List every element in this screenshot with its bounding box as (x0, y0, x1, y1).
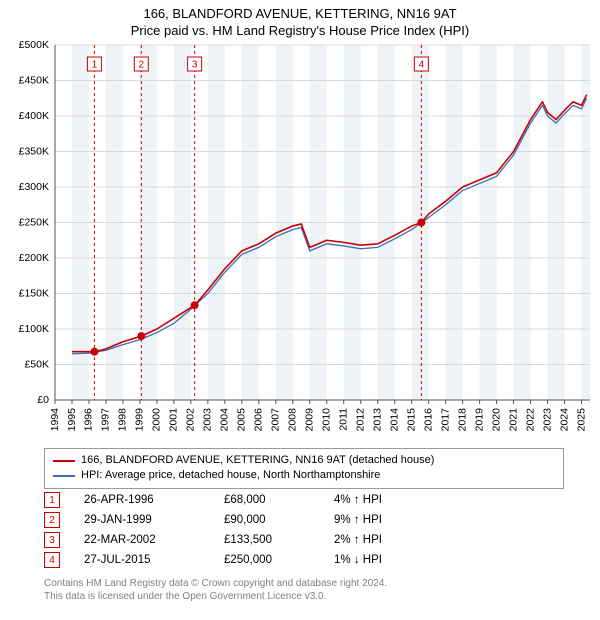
svg-text:2004: 2004 (219, 408, 231, 432)
legend-row-2: HPI: Average price, detached house, Nort… (53, 468, 555, 483)
sale-price: £68,000 (224, 494, 334, 506)
sales-row: 2 29-JAN-1999£90,0009% ↑ HPI (44, 510, 454, 530)
svg-text:£300K: £300K (19, 181, 49, 193)
legend-swatch-2 (53, 475, 75, 477)
legend-label-1: 166, BLANDFORD AVENUE, KETTERING, NN16 9… (81, 453, 434, 468)
sale-marker-box: 4 (44, 552, 60, 568)
legend-label-2: HPI: Average price, detached house, Nort… (81, 468, 380, 483)
svg-text:2001: 2001 (168, 408, 180, 432)
svg-text:£400K: £400K (19, 110, 49, 122)
svg-text:2015: 2015 (405, 408, 417, 432)
attribution-line-2: This data is licensed under the Open Gov… (44, 591, 387, 604)
svg-text:£50K: £50K (24, 359, 49, 371)
legend: 166, BLANDFORD AVENUE, KETTERING, NN16 9… (44, 448, 564, 489)
sale-price: £250,000 (224, 554, 334, 566)
svg-text:2021: 2021 (507, 408, 519, 432)
svg-text:2017: 2017 (439, 408, 451, 432)
svg-text:3: 3 (192, 60, 198, 71)
svg-text:2014: 2014 (388, 408, 400, 432)
sale-date: 29-JAN-1999 (84, 514, 224, 526)
sale-marker-box: 1 (44, 492, 60, 508)
sales-row: 4 27-JUL-2015£250,0001% ↓ HPI (44, 550, 454, 570)
sale-delta: 2% ↑ HPI (334, 534, 454, 546)
svg-text:1994: 1994 (49, 408, 61, 432)
svg-text:1996: 1996 (83, 408, 95, 432)
svg-text:2025: 2025 (575, 408, 587, 432)
sale-date: 26-APR-1996 (84, 494, 224, 506)
svg-text:2: 2 (138, 60, 144, 71)
svg-text:2003: 2003 (202, 408, 214, 432)
price-chart: £0 £50K £100K £150K £200K £250K £300K £350K £400… (0, 40, 600, 440)
sale-price: £133,500 (224, 534, 334, 546)
svg-text:£450K: £450K (19, 75, 49, 87)
sale-delta: 1% ↓ HPI (334, 554, 454, 566)
svg-text:2000: 2000 (151, 408, 163, 432)
sales-table: 126-APR-1996£68,0004% ↑ HPI229-JAN-1999£… (44, 490, 454, 570)
svg-text:2007: 2007 (270, 408, 282, 432)
svg-text:2012: 2012 (354, 408, 366, 432)
svg-text:2011: 2011 (338, 408, 350, 431)
svg-text:2020: 2020 (490, 408, 502, 432)
svg-text:2010: 2010 (321, 408, 333, 432)
svg-text:2019: 2019 (473, 408, 485, 432)
svg-text:2013: 2013 (371, 408, 383, 432)
sales-row: 3 22-MAR-2002£133,5002% ↑ HPI (44, 530, 454, 550)
svg-text:£350K: £350K (19, 146, 49, 158)
chart-title-block: 166, BLANDFORD AVENUE, KETTERING, NN16 9… (0, 0, 600, 40)
svg-text:2016: 2016 (422, 408, 434, 432)
svg-text:£200K: £200K (19, 252, 49, 264)
svg-text:2024: 2024 (558, 408, 570, 432)
svg-text:£0: £0 (37, 394, 49, 406)
sale-marker-box: 2 (44, 512, 60, 528)
svg-text:2018: 2018 (456, 408, 468, 432)
sale-delta: 4% ↑ HPI (334, 494, 454, 506)
svg-text:2008: 2008 (287, 408, 299, 432)
svg-text:2006: 2006 (253, 408, 265, 432)
svg-text:2022: 2022 (524, 408, 536, 432)
sale-price: £90,000 (224, 514, 334, 526)
svg-text:2023: 2023 (541, 408, 553, 432)
chart-svg: £0 £50K £100K £150K £200K £250K £300K £350K £400… (0, 40, 600, 440)
title-line-1: 166, BLANDFORD AVENUE, KETTERING, NN16 9… (0, 6, 600, 23)
svg-text:1997: 1997 (100, 408, 112, 432)
title-line-2: Price paid vs. HM Land Registry's House … (0, 23, 600, 40)
svg-text:1995: 1995 (66, 408, 78, 432)
legend-row-1: 166, BLANDFORD AVENUE, KETTERING, NN16 9… (53, 453, 555, 468)
svg-text:1998: 1998 (117, 408, 129, 432)
svg-text:2009: 2009 (304, 408, 316, 432)
sale-date: 27-JUL-2015 (84, 554, 224, 566)
svg-text:1: 1 (92, 60, 98, 71)
svg-text:1999: 1999 (134, 408, 146, 432)
svg-text:£500K: £500K (19, 40, 49, 51)
svg-text:2002: 2002 (185, 408, 197, 432)
attribution: Contains HM Land Registry data © Crown c… (44, 578, 387, 603)
svg-text:4: 4 (419, 60, 425, 71)
svg-text:£100K: £100K (19, 323, 49, 335)
svg-text:£250K: £250K (19, 217, 49, 229)
attribution-line-1: Contains HM Land Registry data © Crown c… (44, 578, 387, 591)
sale-delta: 9% ↑ HPI (334, 514, 454, 526)
legend-swatch-1 (53, 460, 75, 462)
sale-marker-box: 3 (44, 532, 60, 548)
svg-text:£150K: £150K (19, 288, 49, 300)
svg-text:2005: 2005 (236, 408, 248, 432)
sale-date: 22-MAR-2002 (84, 534, 224, 546)
sales-row: 1 26-APR-1996£68,0004% ↑ HPI (44, 490, 454, 510)
